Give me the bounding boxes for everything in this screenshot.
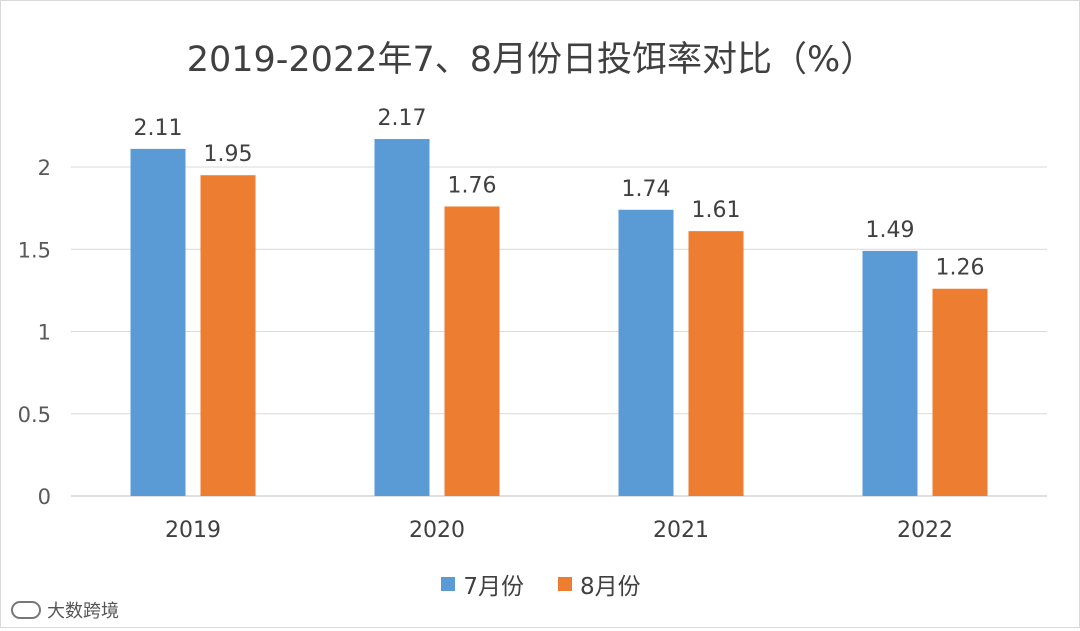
bar-august <box>932 288 988 496</box>
legend-swatch-july <box>441 577 456 591</box>
bar-july <box>618 209 674 496</box>
y-tick-label: 2 <box>38 156 51 180</box>
watermark-logo-icon <box>11 601 41 619</box>
y-tick-label: 1.5 <box>18 238 51 262</box>
bar-july <box>862 250 918 496</box>
bar-july <box>374 139 430 496</box>
data-label: 2.11 <box>134 116 183 141</box>
data-label: 1.49 <box>866 218 915 243</box>
chart-title: 2019-2022年7、8月份日投饵率对比（%） <box>186 40 876 80</box>
y-tick-label: 0 <box>38 485 51 509</box>
x-axis-ticks: 2019 2020 2021 2022 <box>165 518 953 543</box>
x-tick-label: 2019 <box>165 518 221 543</box>
legend: 7月份 8月份 <box>1 567 1080 601</box>
data-label: 1.26 <box>936 256 985 281</box>
data-labels: 2.11 1.95 2.17 1.76 1.74 1.61 1.49 1.26 <box>134 106 985 281</box>
data-label: 1.74 <box>622 177 671 202</box>
y-axis-ticks: 0 0.5 1 1.5 2 <box>18 156 51 509</box>
legend-swatch-august <box>558 577 572 591</box>
watermark: 大数跨境 <box>11 597 119 623</box>
legend-item-august: 8月份 <box>558 567 641 601</box>
y-tick-label: 1 <box>38 321 51 345</box>
data-label: 1.95 <box>204 142 253 167</box>
bars <box>130 139 988 497</box>
watermark-text: 大数跨境 <box>47 601 119 622</box>
legend-label-july: 7月份 <box>463 574 524 600</box>
bar-august <box>444 206 500 497</box>
legend-item-july: 7月份 <box>441 567 524 601</box>
bar-august <box>688 231 744 496</box>
x-tick-label: 2021 <box>653 518 709 543</box>
y-tick-label: 0.5 <box>18 403 51 427</box>
legend-label-august: 8月份 <box>580 574 641 600</box>
x-tick-label: 2022 <box>897 518 953 543</box>
bar-july <box>130 148 186 496</box>
data-label: 2.17 <box>378 106 427 131</box>
data-label: 1.76 <box>448 173 497 198</box>
bar-august <box>200 175 256 496</box>
x-tick-label: 2020 <box>409 518 465 543</box>
data-label: 1.61 <box>692 198 741 223</box>
